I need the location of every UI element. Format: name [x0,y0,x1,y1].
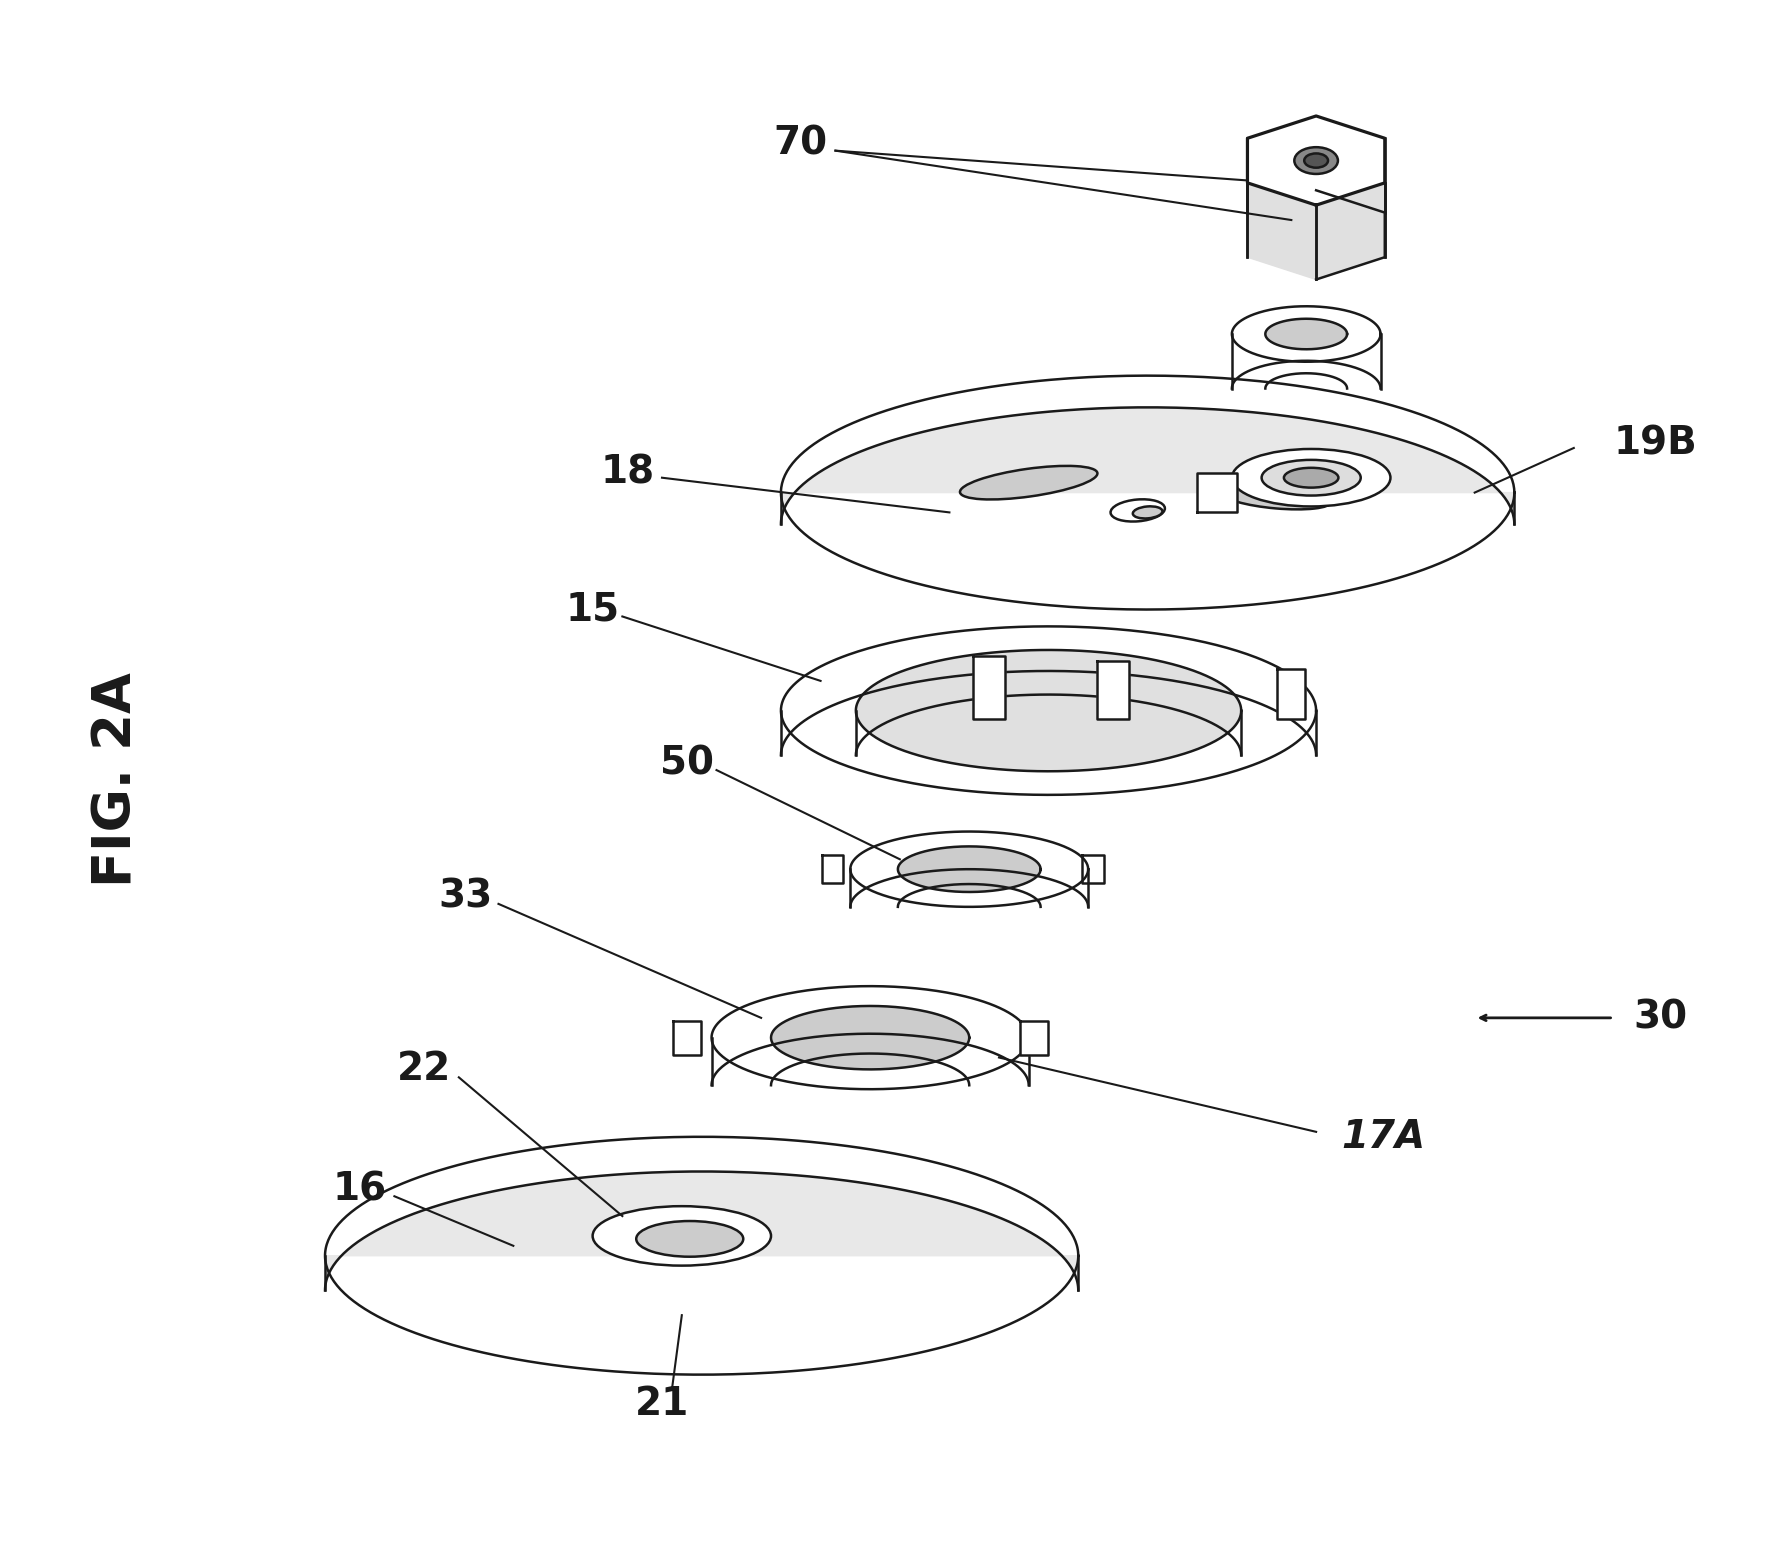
Text: 15: 15 [566,591,619,628]
Polygon shape [325,1171,1079,1291]
Text: 16: 16 [333,1171,387,1208]
Text: 50: 50 [660,744,713,783]
Polygon shape [780,407,1514,524]
Text: 18: 18 [600,454,655,491]
Ellipse shape [637,1221,743,1257]
Polygon shape [1265,318,1346,349]
Polygon shape [1316,182,1385,279]
Text: 19B: 19B [1613,424,1696,461]
Text: 21: 21 [635,1386,690,1423]
Polygon shape [1019,1021,1047,1054]
Ellipse shape [593,1207,771,1266]
Ellipse shape [961,466,1097,499]
Polygon shape [771,1006,969,1069]
Ellipse shape [1132,507,1162,519]
Ellipse shape [1111,499,1166,522]
Polygon shape [1231,306,1380,362]
Text: 70: 70 [773,125,828,162]
Polygon shape [672,1021,701,1054]
Text: 33: 33 [439,878,494,917]
Text: 30: 30 [1633,999,1688,1037]
Polygon shape [1198,472,1237,513]
Polygon shape [1247,182,1316,279]
Text: 17A: 17A [1341,1118,1426,1155]
Ellipse shape [1222,486,1330,510]
Polygon shape [1083,856,1104,882]
Polygon shape [1247,115,1385,206]
Text: FIG. 2A: FIG. 2A [90,672,143,887]
Polygon shape [856,650,1242,772]
Polygon shape [821,856,844,882]
Ellipse shape [1231,449,1390,507]
Polygon shape [851,831,1088,907]
Ellipse shape [1261,460,1360,496]
Ellipse shape [1284,468,1339,488]
Polygon shape [711,987,1030,1090]
Polygon shape [780,376,1514,610]
Polygon shape [325,1137,1079,1375]
Polygon shape [780,627,1316,795]
Ellipse shape [1295,147,1337,175]
Polygon shape [899,847,1040,892]
Polygon shape [1097,661,1129,719]
Polygon shape [1277,669,1306,719]
Ellipse shape [1304,153,1329,168]
Polygon shape [973,656,1005,719]
Text: 22: 22 [396,1051,451,1088]
